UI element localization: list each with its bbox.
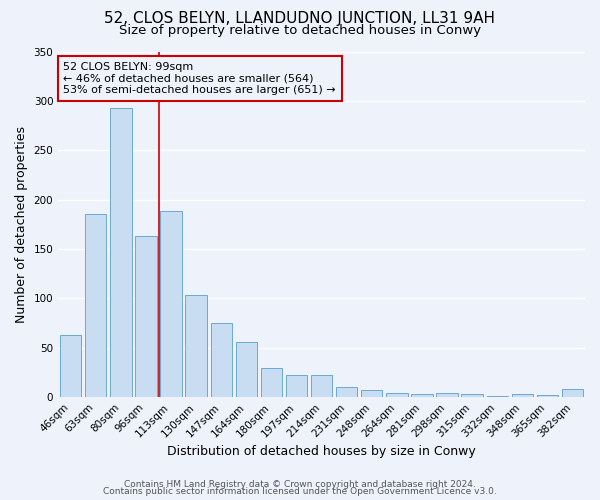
Bar [487,396,508,397]
Bar [236,342,257,397]
Bar [211,323,232,397]
Bar [160,210,182,397]
Bar [60,335,82,397]
Text: 52, CLOS BELYN, LLANDUDNO JUNCTION, LL31 9AH: 52, CLOS BELYN, LLANDUDNO JUNCTION, LL31… [104,11,496,26]
Bar [562,390,583,397]
Bar [311,374,332,397]
Bar [336,388,358,397]
Bar [85,214,106,397]
Bar [110,108,131,397]
Text: Contains HM Land Registry data © Crown copyright and database right 2024.: Contains HM Land Registry data © Crown c… [124,480,476,489]
Bar [386,394,407,397]
Bar [436,394,458,397]
Bar [136,236,157,397]
Bar [361,390,382,397]
Y-axis label: Number of detached properties: Number of detached properties [15,126,28,323]
Bar [185,296,207,397]
Text: Contains public sector information licensed under the Open Government Licence v3: Contains public sector information licen… [103,488,497,496]
Text: Size of property relative to detached houses in Conwy: Size of property relative to detached ho… [119,24,481,37]
X-axis label: Distribution of detached houses by size in Conwy: Distribution of detached houses by size … [167,444,476,458]
Bar [286,374,307,397]
Bar [512,394,533,397]
Bar [411,394,433,397]
Bar [261,368,282,397]
Text: 52 CLOS BELYN: 99sqm
← 46% of detached houses are smaller (564)
53% of semi-deta: 52 CLOS BELYN: 99sqm ← 46% of detached h… [64,62,336,95]
Bar [537,395,558,397]
Bar [461,394,483,397]
